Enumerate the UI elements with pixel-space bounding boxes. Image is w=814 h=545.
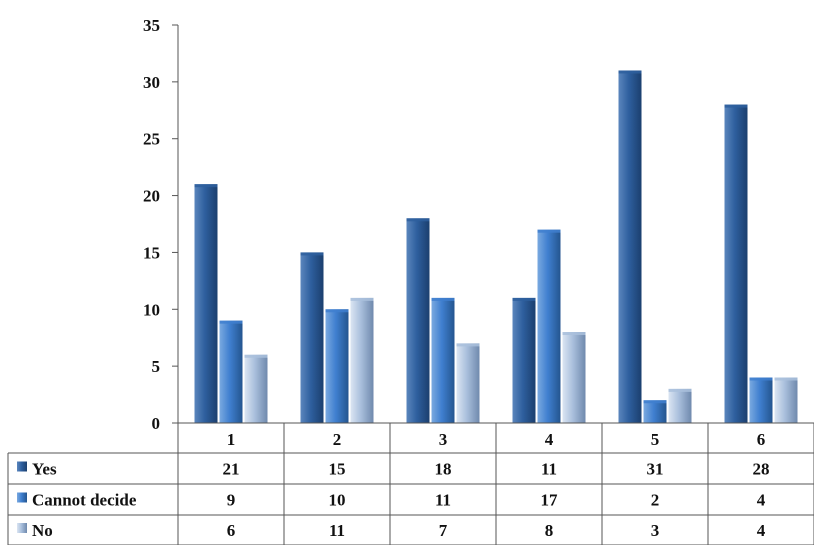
bar-top (194, 184, 218, 188)
bar-body (300, 252, 324, 423)
bar-body (194, 184, 218, 423)
bar (774, 377, 798, 423)
y-tick-label: 0 (152, 414, 161, 433)
data-label: 2 (651, 491, 660, 510)
bar-body (406, 218, 430, 423)
x-tick-label: 5 (651, 430, 660, 449)
bar-body (219, 320, 243, 423)
bar-top (325, 309, 349, 313)
bar (512, 297, 536, 423)
legend-label: Yes (32, 460, 57, 479)
bar (643, 400, 667, 423)
x-tick-label: 3 (439, 430, 448, 449)
bar-top (643, 400, 667, 404)
data-label: 7 (439, 521, 448, 540)
y-tick-label: 10 (143, 300, 160, 319)
bar-top (668, 388, 692, 392)
bar (618, 70, 642, 423)
y-axis: 0 5 10 15 20 25 30 35 (143, 16, 179, 433)
bar-top (724, 104, 748, 108)
bar-body (512, 297, 536, 423)
bar (194, 184, 218, 423)
bar-top (749, 377, 773, 381)
data-label: 4 (757, 521, 766, 540)
bar-body (724, 104, 748, 423)
bar-body (643, 400, 667, 423)
data-label: 17 (541, 491, 559, 510)
legend-swatch (17, 461, 27, 472)
bar-body (456, 343, 480, 423)
legend-swatch (17, 523, 27, 533)
x-tick-label: 1 (227, 430, 236, 449)
bar-body (350, 297, 374, 423)
bar-body (774, 377, 798, 423)
y-tick-label: 20 (143, 187, 160, 206)
bar-body (618, 70, 642, 423)
y-tick-label: 25 (143, 130, 160, 149)
bars (178, 70, 814, 424)
bar-body (749, 377, 773, 423)
bar-top (300, 252, 324, 256)
data-label: 31 (647, 460, 664, 479)
y-tick-label: 15 (143, 243, 160, 262)
data-label: 11 (541, 460, 557, 479)
data-label: 28 (753, 460, 770, 479)
x-tick-label: 4 (545, 430, 554, 449)
y-tick-label: 5 (152, 357, 161, 376)
bar (749, 377, 773, 423)
bar-top (350, 297, 374, 301)
bar (537, 229, 561, 423)
y-tick-label: 30 (143, 73, 160, 92)
y-tick-label: 35 (143, 16, 160, 35)
bar (431, 297, 455, 423)
bar (456, 343, 480, 423)
bar-top (456, 343, 480, 347)
data-label: 15 (329, 460, 346, 479)
bar-body (431, 297, 455, 423)
x-tick-label: 2 (333, 430, 342, 449)
bar (562, 332, 586, 423)
data-label: 21 (223, 460, 240, 479)
data-label: 18 (435, 460, 452, 479)
legend-swatch (17, 492, 27, 503)
bar (219, 320, 243, 423)
data-label: 11 (435, 491, 451, 510)
bar-body (668, 388, 692, 423)
bar-top (512, 297, 536, 301)
bar-top (244, 354, 268, 358)
data-label: 11 (329, 521, 345, 540)
data-label: 8 (545, 521, 554, 540)
data-label: 4 (757, 491, 766, 510)
data-label: 10 (329, 491, 346, 510)
bar-top (406, 218, 430, 222)
bar (668, 388, 692, 423)
bar-top (618, 70, 642, 74)
data-label: 3 (651, 521, 660, 540)
bar-body (325, 309, 349, 423)
legend-label: No (32, 521, 53, 540)
bar-body (244, 354, 268, 423)
bar (300, 252, 324, 423)
bar-body (562, 332, 586, 423)
bar-top (562, 332, 586, 336)
x-tick-label: 6 (757, 430, 766, 449)
bar (406, 218, 430, 423)
bar-top (537, 229, 561, 233)
data-label: 9 (227, 491, 236, 510)
data-label: 6 (227, 521, 236, 540)
bar (244, 354, 268, 423)
bar-top (774, 377, 798, 381)
bar-top (431, 297, 455, 301)
bar (724, 104, 748, 423)
bar (325, 309, 349, 423)
bar (350, 297, 374, 423)
bar-top (219, 320, 243, 324)
bar-body (537, 229, 561, 423)
legend-label: Cannot decide (32, 491, 137, 510)
